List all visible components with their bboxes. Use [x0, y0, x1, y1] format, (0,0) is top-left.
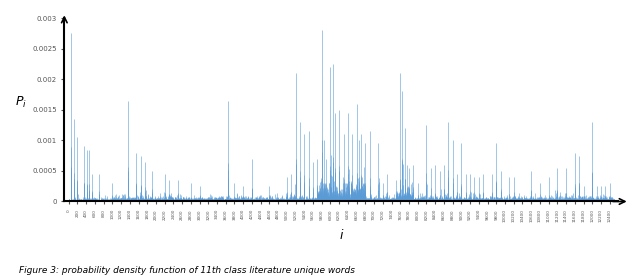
Y-axis label: $P_i$: $P_i$: [15, 95, 27, 110]
X-axis label: $i$: $i$: [339, 228, 344, 242]
Text: Figure 3: probability density function of 11th class literature unique words: Figure 3: probability density function o…: [19, 266, 355, 275]
